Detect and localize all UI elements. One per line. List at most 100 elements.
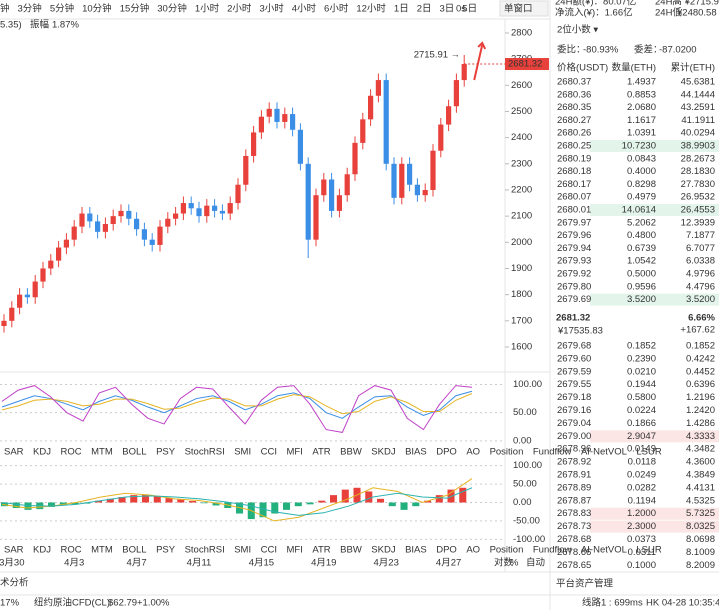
interval[interactable]: 5日 bbox=[462, 4, 477, 15]
indicator-tab[interactable]: LSUR bbox=[636, 545, 661, 556]
column-header: 价格(USDT) bbox=[557, 62, 608, 74]
book-cell: 2680.37 bbox=[557, 77, 591, 88]
assets-link[interactable]: 平台资产管理 bbox=[556, 578, 614, 590]
interval[interactable]: 1日 bbox=[394, 4, 409, 15]
interval[interactable]: 30分钟 bbox=[157, 3, 187, 15]
book-cell: 0.0210 bbox=[627, 366, 656, 377]
book-cell: 1.0542 bbox=[627, 256, 656, 267]
book-cell: 0.0149 bbox=[627, 444, 656, 455]
book-cell: 8.0325 bbox=[686, 521, 715, 532]
indicator-tab[interactable]: MTM bbox=[91, 545, 113, 556]
interval[interactable]: 12小时 bbox=[356, 3, 386, 15]
indicator-tab[interactable]: MTM bbox=[91, 447, 113, 458]
indicator-tab[interactable]: AI-NetVOL bbox=[581, 545, 627, 556]
book-cell: 2678.66 bbox=[557, 547, 591, 558]
interval[interactable]: 5分钟 bbox=[50, 3, 74, 15]
indicator-tab[interactable]: LSUR bbox=[636, 447, 661, 458]
y-tick-label: 50.00 bbox=[513, 479, 537, 490]
interval[interactable]: 2日 bbox=[417, 4, 432, 15]
book-cell: 27.7830 bbox=[681, 179, 715, 190]
indicator-tab[interactable]: MFI bbox=[286, 545, 302, 556]
indicator-tab[interactable]: Fundflow bbox=[533, 447, 572, 458]
book-cell: 6.0338 bbox=[686, 256, 715, 267]
book-cell: 0.1852 bbox=[686, 341, 715, 352]
candle-body bbox=[258, 116, 264, 133]
indicator-tab[interactable]: MFI bbox=[286, 447, 302, 458]
mid-price: 2681.32 bbox=[556, 313, 590, 324]
axis-option[interactable]: 自动 bbox=[526, 557, 545, 569]
book-cell: 0.9596 bbox=[627, 281, 656, 292]
indicator-line bbox=[1, 393, 473, 415]
candle-body bbox=[391, 163, 397, 198]
indicator-tab[interactable]: SMI bbox=[234, 545, 251, 556]
interval[interactable]: 15分钟 bbox=[120, 3, 150, 15]
interval[interactable]: 3小时 bbox=[259, 3, 284, 15]
book-cell: 12.3939 bbox=[681, 217, 715, 228]
indicator-tab[interactable]: ATR bbox=[312, 447, 330, 458]
book-cell: 2679.55 bbox=[557, 379, 591, 390]
histogram-bar bbox=[365, 491, 373, 503]
indicator-tab[interactable]: BBW bbox=[340, 447, 362, 458]
indicator-tab[interactable]: AO bbox=[466, 447, 480, 458]
axis-option[interactable]: % bbox=[510, 558, 519, 569]
candle-body bbox=[87, 213, 93, 222]
indicator-tab[interactable]: KDJ bbox=[33, 545, 51, 556]
book-cell: 2679.69 bbox=[557, 294, 591, 305]
indicator-tab[interactable]: CCI bbox=[261, 545, 277, 556]
book-cell: 1.2420 bbox=[686, 405, 715, 416]
window-btn[interactable] bbox=[499, 0, 549, 17]
indicator-tab[interactable]: StochRSI bbox=[185, 447, 225, 458]
histogram-bar bbox=[118, 496, 126, 503]
interval[interactable]: 3日 bbox=[440, 4, 455, 15]
mid-change: +167.62 bbox=[680, 325, 715, 336]
indicator-tab[interactable]: SAR bbox=[4, 545, 24, 556]
window-select[interactable]: 单窗口 bbox=[504, 3, 533, 15]
indicator-tab[interactable]: DPO bbox=[436, 545, 457, 556]
timer[interactable]: 0s bbox=[456, 4, 466, 15]
indicator-tab[interactable]: BOLL bbox=[122, 545, 146, 556]
indicator-tab[interactable]: BIAS bbox=[405, 545, 427, 556]
book-cell: 0.2390 bbox=[627, 353, 656, 364]
indicator-tab[interactable]: AI-NetVOL bbox=[581, 447, 627, 458]
indicator-tab[interactable]: ROC bbox=[61, 545, 82, 556]
indicator-tab[interactable]: Fundflow bbox=[533, 545, 572, 556]
indicator-tab[interactable]: Position bbox=[490, 447, 524, 458]
book-cell: 0.4242 bbox=[686, 353, 715, 364]
indicator-tab[interactable]: ROC bbox=[61, 447, 82, 458]
candle-body bbox=[251, 132, 257, 156]
candle-body bbox=[1, 320, 7, 327]
book-cell: 2678.87 bbox=[557, 495, 591, 506]
interval[interactable]: 2小时 bbox=[227, 3, 252, 15]
indicator-tab[interactable]: DPO bbox=[436, 447, 457, 458]
indicator-tab[interactable]: BBW bbox=[340, 545, 362, 556]
axis-option[interactable]: 对数 bbox=[494, 557, 514, 569]
indicator-tab[interactable]: PSY bbox=[156, 447, 176, 458]
indicator-tab[interactable]: ATR bbox=[312, 545, 330, 556]
mid-cny: ¥17535.83 bbox=[557, 326, 603, 337]
interval[interactable]: 3分钟 bbox=[18, 3, 42, 15]
decimals[interactable]: 2位小数 ▾ bbox=[557, 24, 598, 36]
interval[interactable]: 6小时 bbox=[324, 3, 349, 15]
book-cell: 3.5200 bbox=[627, 294, 656, 305]
interval[interactable]: 钟 bbox=[0, 3, 10, 15]
book-cell: 0.1194 bbox=[628, 495, 656, 506]
indicator-tab[interactable]: BIAS bbox=[405, 447, 427, 458]
indicator-tab[interactable]: PSY bbox=[156, 545, 176, 556]
interval[interactable]: 4小时 bbox=[292, 3, 317, 15]
indicator-tab[interactable]: StochRSI bbox=[185, 545, 225, 556]
book-cell: 3.5200 bbox=[686, 294, 715, 305]
indicator-tab[interactable]: KDJ bbox=[33, 447, 51, 458]
indicator-tab[interactable]: Position bbox=[490, 545, 524, 556]
indicator-tab[interactable]: SKDJ bbox=[371, 545, 396, 556]
interval[interactable]: 1小时 bbox=[195, 3, 220, 15]
interval[interactable]: 10分钟 bbox=[82, 3, 112, 15]
indicator-tab[interactable]: SMI bbox=[234, 447, 251, 458]
indicator-tab[interactable]: SAR bbox=[4, 447, 24, 458]
indicator-tab[interactable]: CCI bbox=[261, 447, 277, 458]
book-cell: 0.8853 bbox=[627, 89, 656, 100]
indicator-tab[interactable]: BOLL bbox=[122, 447, 146, 458]
book-cell: 0.1944 bbox=[627, 379, 656, 390]
indicator-tab[interactable]: SKDJ bbox=[371, 447, 396, 458]
indicator-tab[interactable]: AO bbox=[466, 545, 480, 556]
